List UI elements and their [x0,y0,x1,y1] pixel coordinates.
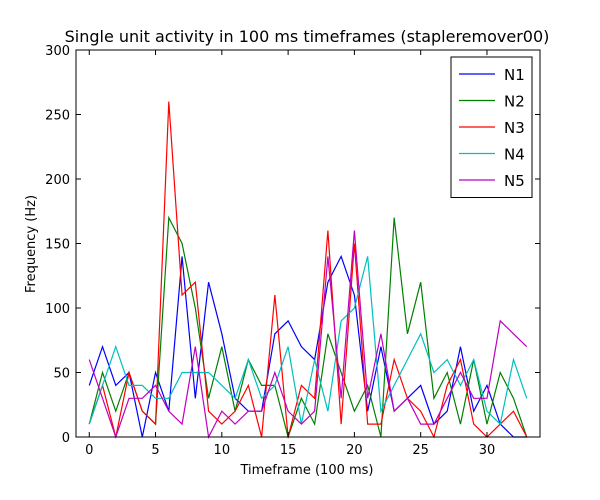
x-tick-label: 25 [412,443,429,458]
series-line-n4 [88,256,528,426]
series-line-n2 [88,215,528,440]
series-line-n5 [88,230,528,439]
legend-label-n2: N2 [504,93,525,111]
x-tick-label: 30 [479,443,496,458]
chart-title: Single unit activity in 100 ms timeframe… [65,27,550,46]
legend-label-n4: N4 [504,146,525,164]
legend-label-n1: N1 [504,66,525,84]
plot-lines [88,101,528,440]
legend-label-n3: N3 [504,119,525,137]
y-tick-label: 150 [45,238,70,253]
x-tick-label: 0 [85,443,93,458]
x-tick-label: 5 [151,443,159,458]
series-line-n1 [88,254,527,438]
y-tick-label: 50 [53,367,70,382]
legend: N1 N2 N3 N4 N5 [450,56,533,198]
y-tick-label: 100 [45,302,70,317]
x-axis-label: Timeframe (100 ms) [239,463,373,478]
y-tick-label: 200 [45,173,70,188]
x-tick-label: 10 [214,443,231,458]
legend-label-n5: N5 [504,172,525,190]
y-tick-label: 250 [45,109,70,124]
y-tick-label: 300 [45,44,70,59]
y-axis-label: Frequency (Hz) [24,195,39,293]
x-tick-label: 15 [280,443,297,458]
y-tick-label: 0 [62,431,70,446]
x-tick-label: 20 [346,443,363,458]
